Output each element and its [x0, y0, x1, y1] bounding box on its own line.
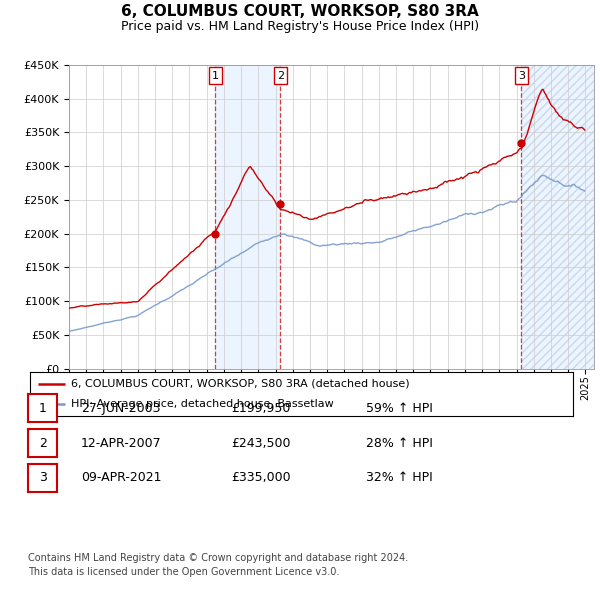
Text: 1: 1: [212, 71, 218, 80]
Bar: [521, 65, 594, 369]
Text: 3: 3: [518, 71, 525, 80]
Text: Contains HM Land Registry data © Crown copyright and database right 2024.: Contains HM Land Registry data © Crown c…: [28, 553, 409, 562]
Text: 28% ↑ HPI: 28% ↑ HPI: [366, 437, 433, 450]
Text: 32% ↑ HPI: 32% ↑ HPI: [366, 471, 433, 484]
Text: £199,950: £199,950: [231, 402, 290, 415]
Text: 12-APR-2007: 12-APR-2007: [81, 437, 161, 450]
Bar: [215, 65, 280, 369]
Text: 27-JUN-2003: 27-JUN-2003: [81, 402, 161, 415]
Text: Price paid vs. HM Land Registry's House Price Index (HPI): Price paid vs. HM Land Registry's House …: [121, 20, 479, 33]
Text: 1: 1: [38, 402, 47, 415]
Text: 2: 2: [277, 71, 284, 80]
Text: 6, COLUMBUS COURT, WORKSOP, S80 3RA (detached house): 6, COLUMBUS COURT, WORKSOP, S80 3RA (det…: [71, 379, 409, 389]
Text: £335,000: £335,000: [231, 471, 290, 484]
Text: 2: 2: [38, 437, 47, 450]
Bar: [521, 65, 594, 369]
Text: 3: 3: [38, 471, 47, 484]
Text: £243,500: £243,500: [231, 437, 290, 450]
Text: HPI: Average price, detached house, Bassetlaw: HPI: Average price, detached house, Bass…: [71, 399, 334, 409]
Text: 6, COLUMBUS COURT, WORKSOP, S80 3RA: 6, COLUMBUS COURT, WORKSOP, S80 3RA: [121, 4, 479, 19]
Text: This data is licensed under the Open Government Licence v3.0.: This data is licensed under the Open Gov…: [28, 568, 340, 577]
Text: 09-APR-2021: 09-APR-2021: [81, 471, 161, 484]
Text: 59% ↑ HPI: 59% ↑ HPI: [366, 402, 433, 415]
